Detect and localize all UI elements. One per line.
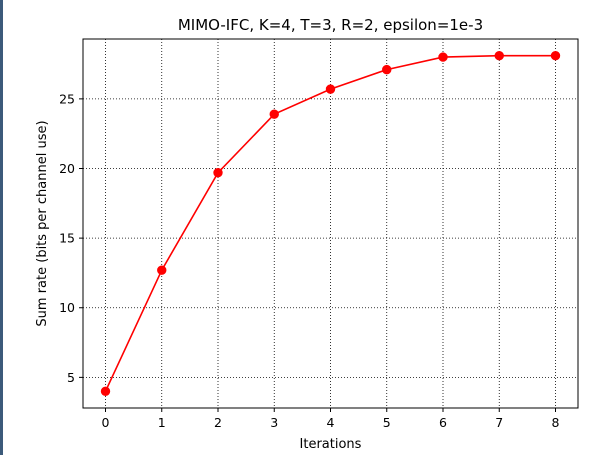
plot-background xyxy=(83,39,578,408)
data-point xyxy=(438,52,448,62)
y-axis-ticks: 5 10 15 20 25 xyxy=(59,91,83,385)
data-point xyxy=(100,386,111,396)
data-point xyxy=(213,167,223,178)
y-tick-label: 25 xyxy=(59,91,75,106)
x-axis-ticks: 0 1 2 3 4 5 6 7 8 xyxy=(102,408,560,430)
x-tick-label: 2 xyxy=(214,415,222,430)
x-tick-label: 8 xyxy=(552,415,560,430)
y-tick-label: 5 xyxy=(67,370,75,385)
x-tick-label: 4 xyxy=(327,415,335,430)
data-point xyxy=(325,84,336,94)
data-point xyxy=(494,51,504,61)
x-tick-label: 7 xyxy=(495,415,503,430)
x-tick-label: 1 xyxy=(158,415,166,430)
chart-title: MIMO-IFC, K=4, T=3, R=2, epsilon=1e-3 xyxy=(178,16,483,34)
x-tick-label: 5 xyxy=(383,415,391,430)
x-tick-label: 0 xyxy=(102,415,110,430)
window-edge-strip xyxy=(0,0,3,455)
data-point xyxy=(269,109,279,119)
data-point xyxy=(382,64,392,75)
y-axis-label: Sum rate (bits per channel use) xyxy=(35,120,50,326)
data-point xyxy=(157,265,167,275)
y-tick-label: 10 xyxy=(59,300,75,315)
x-tick-label: 6 xyxy=(439,415,447,430)
series-layer xyxy=(100,51,561,396)
y-tick-label: 15 xyxy=(59,231,75,246)
data-point xyxy=(550,51,561,61)
x-axis-label: Iterations xyxy=(300,437,362,452)
y-tick-label: 20 xyxy=(59,161,75,176)
x-tick-label: 3 xyxy=(270,415,278,430)
